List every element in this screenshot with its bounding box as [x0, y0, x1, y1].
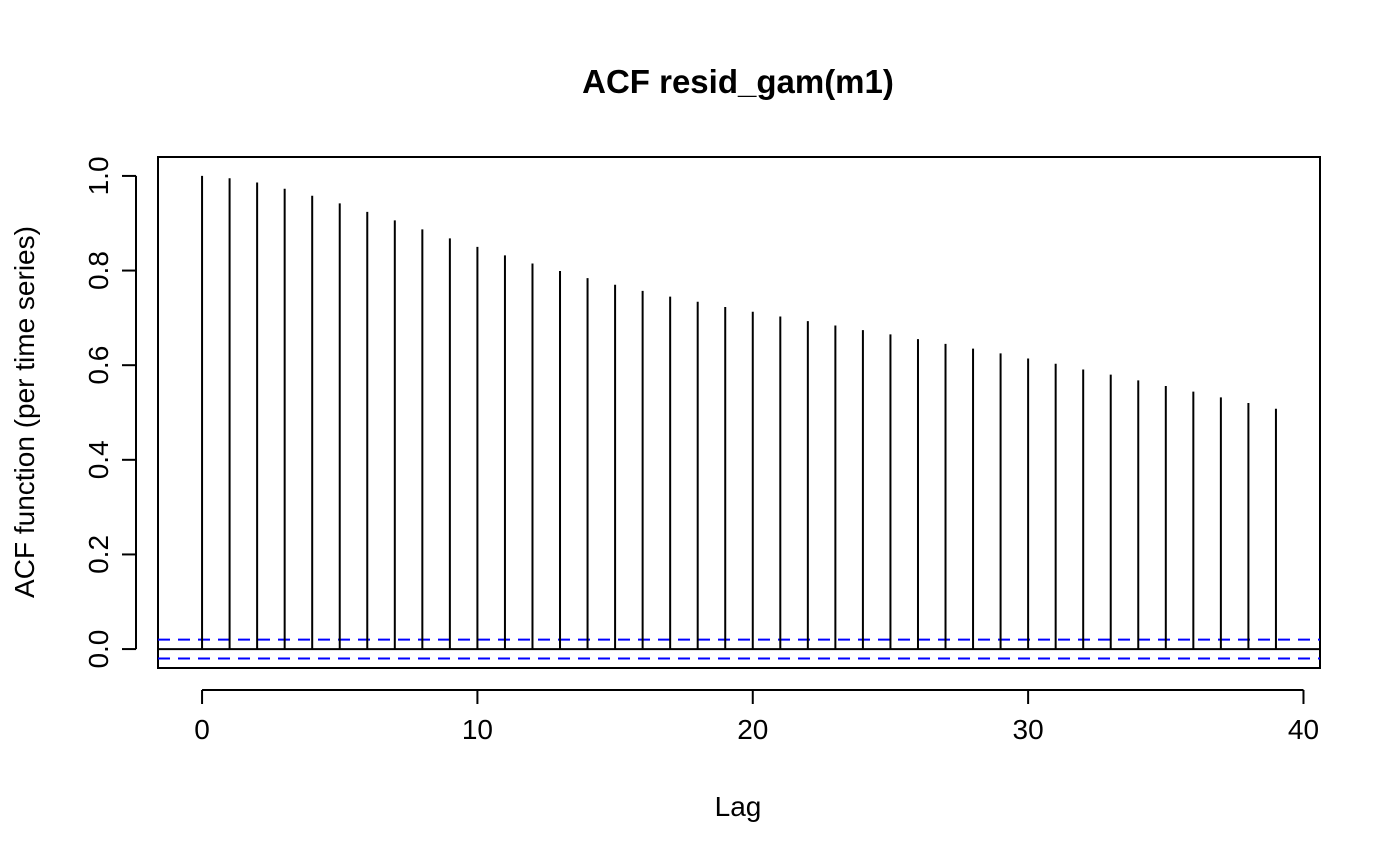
y-tick-label: 0.0: [83, 630, 114, 669]
x-tick-label: 30: [1013, 714, 1044, 745]
acf-bars: [201, 175, 1277, 650]
plot-frame: [157, 156, 1321, 669]
x-tick-label: 40: [1288, 714, 1319, 745]
x-tick-label: 20: [737, 714, 768, 745]
chart-title: ACF resid_gam(m1): [582, 63, 894, 100]
y-tick-label: 1.0: [83, 156, 114, 195]
x-axis-label: Lag: [715, 791, 762, 822]
y-tick-label: 0.8: [83, 251, 114, 290]
y-axis: 0.0 0.2 0.4 0.6 0.8 1.0: [83, 156, 137, 669]
x-tick-label: 10: [462, 714, 493, 745]
x-axis: 0 10 20 30 40: [194, 689, 1319, 745]
y-tick-label: 0.6: [83, 346, 114, 385]
y-tick-label: 0.4: [83, 440, 114, 479]
x-tick-label: 0: [194, 714, 210, 745]
y-tick-label: 0.2: [83, 535, 114, 574]
y-axis-label: ACF function (per time series): [9, 226, 40, 598]
